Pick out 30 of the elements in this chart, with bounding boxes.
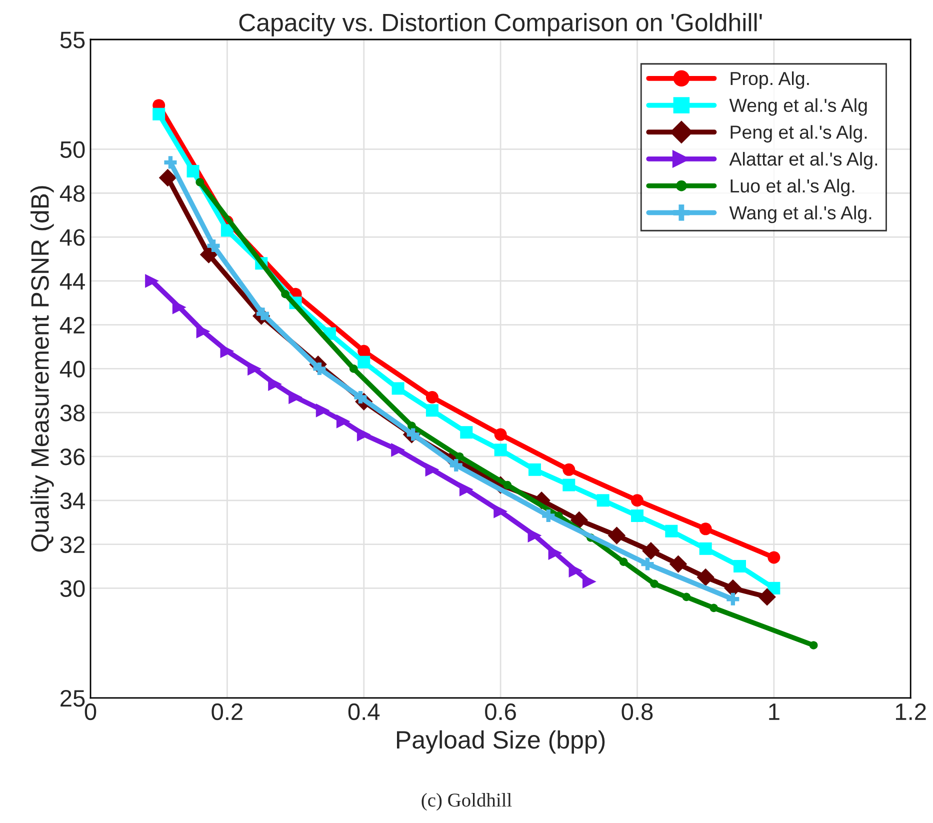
legend-label: Wang et al.'s Alg. (729, 206, 872, 224)
y-tick-label: 38 (60, 404, 85, 422)
legend-label: Peng et al.'s Alg. (730, 125, 867, 143)
y-tick-label: 55 (60, 32, 85, 48)
x-tick-label: 0.6 (485, 703, 516, 720)
legend-label: Alattar et al.'s Alg. (729, 152, 878, 170)
legend-label: Luo et al.'s Alg. (730, 178, 854, 196)
y-tick-label: 34 (60, 492, 85, 510)
x-axis-title: Payload Size (bpp) (396, 730, 605, 754)
chart-title: Capacity vs. Distortion Comparison on 'Goldhill' (239, 13, 762, 36)
y-tick-label: 25 (60, 690, 85, 707)
y-axis-title: Quality Measurement PSNR (dB) (30, 186, 54, 552)
text: (c) Goldhill (422, 793, 512, 811)
y-tick-label: 42 (60, 316, 84, 334)
x-tick-label: 0.8 (622, 703, 653, 720)
y-tick-label: 44 (60, 273, 85, 290)
y-tick-label: 46 (60, 229, 85, 246)
y-tick-label: 48 (60, 185, 85, 202)
x-tick-label: 1.2 (896, 703, 926, 720)
legend-label: Weng et al.'s Alg (729, 98, 867, 116)
y-tick-label: 32 (60, 536, 84, 554)
y-tick-label: 36 (60, 448, 85, 466)
y-tick-label: 40 (60, 360, 85, 378)
x-tick-label: 0.2 (212, 703, 242, 720)
x-tick-label: 1 (769, 704, 780, 720)
y-tick-label: 30 (60, 580, 85, 597)
legend-label: Prop. Alg. (730, 71, 809, 89)
x-tick-label: 0 (84, 703, 96, 720)
y-tick-label: 50 (60, 141, 85, 158)
x-tick-label: 0.4 (348, 703, 380, 720)
